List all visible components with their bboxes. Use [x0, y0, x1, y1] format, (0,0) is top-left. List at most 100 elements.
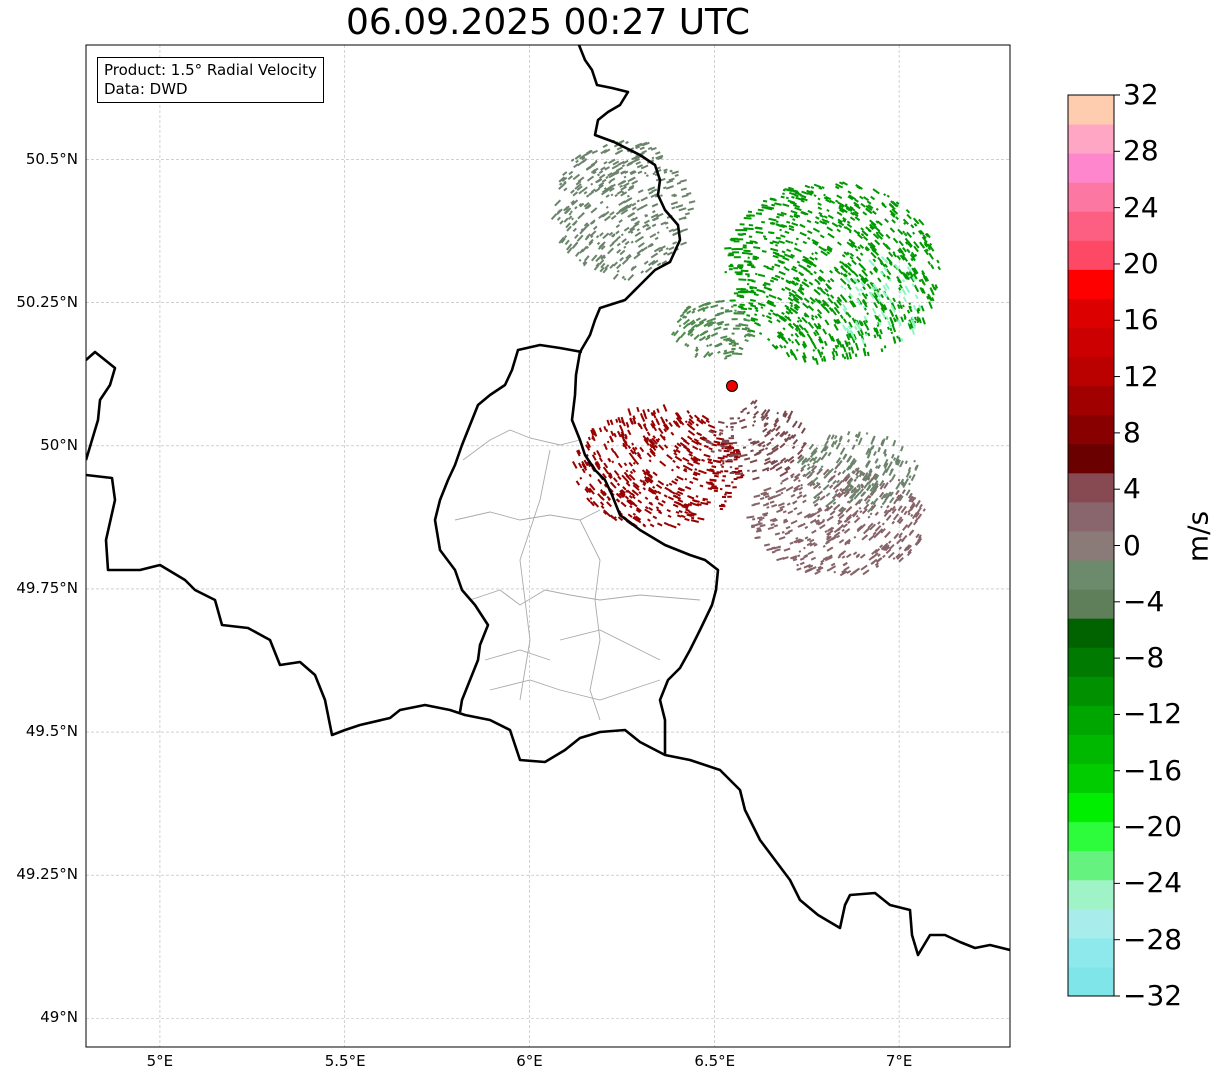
colorbar-segment: [1068, 850, 1114, 881]
echo-cell: [800, 197, 808, 202]
echo-cell: [743, 318, 751, 322]
echo-cell: [747, 290, 757, 294]
echo-cell: [596, 449, 600, 454]
echo-cell: [776, 215, 780, 219]
echo-cell: [754, 226, 763, 230]
echo-cell: [860, 277, 867, 285]
echo-cell: [734, 309, 737, 312]
echo-cell: [740, 474, 745, 477]
echo-cell: [578, 202, 583, 207]
echo-cell: [896, 516, 903, 523]
echo-cell: [794, 338, 801, 346]
echo-cell: [865, 325, 870, 331]
echo-cell: [871, 435, 876, 442]
echo-cell: [911, 327, 916, 335]
echo-cell: [752, 415, 757, 419]
echo-cell: [650, 489, 657, 495]
echo-cell: [903, 221, 907, 225]
echo-cell: [695, 352, 699, 356]
echo-cell: [556, 216, 561, 221]
colorbar-segment: [1068, 211, 1114, 241]
echo-cell: [652, 210, 656, 214]
echo-cell: [877, 464, 882, 470]
echo-cell: [770, 522, 775, 527]
echo-cell: [907, 322, 912, 330]
echo-cell: [784, 430, 789, 436]
echo-cell: [654, 236, 659, 241]
echo-cell: [692, 460, 701, 466]
echo-cell: [686, 310, 692, 315]
echo-cell: [640, 270, 645, 274]
colorbar-segment: [1068, 589, 1114, 619]
echo-cell: [876, 220, 883, 227]
echo-cell: [894, 455, 900, 464]
echo-cell: [806, 333, 813, 341]
echo-cell: [797, 479, 801, 483]
echo-cell: [576, 185, 583, 191]
echo-cell: [590, 234, 594, 239]
echo-cell: [614, 193, 618, 198]
echo-cell: [796, 567, 802, 571]
echo-cell: [865, 447, 871, 456]
colorbar-tick-label: 24: [1123, 190, 1159, 224]
echo-cell: [570, 158, 575, 162]
echo-cell: [879, 544, 884, 549]
echo-cell: [647, 518, 651, 522]
echo-cell: [891, 508, 897, 515]
echo-cell: [794, 473, 801, 479]
echo-cell: [723, 349, 728, 353]
echo-cell: [676, 317, 683, 324]
echo-cell: [861, 508, 868, 515]
echo-cell: [636, 164, 643, 169]
echo-cell: [714, 474, 719, 478]
echo-cell: [766, 441, 772, 446]
echo-cell: [738, 464, 743, 468]
echo-cell: [910, 316, 914, 320]
echo-cell: [807, 230, 813, 235]
echo-cell: [793, 484, 801, 491]
echo-cell: [625, 253, 632, 260]
echo-cell: [847, 195, 854, 201]
echo-cell: [806, 542, 813, 547]
echo-cell: [830, 434, 835, 440]
echo-cell: [839, 507, 846, 513]
echo-cell: [878, 321, 882, 326]
echo-cell: [586, 461, 592, 468]
echo-cell: [849, 252, 855, 258]
echo-cell: [779, 472, 786, 477]
echo-cell: [812, 348, 816, 352]
echo-cell: [854, 342, 860, 351]
echo-cell: [834, 344, 838, 350]
echo-cell: [687, 207, 694, 212]
echo-cell: [867, 477, 871, 481]
echo-cell: [867, 506, 873, 513]
echo-cell: [861, 534, 869, 541]
echo-cell: [588, 487, 595, 495]
lat-tick-label: 49.75°N: [16, 578, 78, 597]
echo-cell: [667, 514, 672, 518]
echo-cell: [589, 496, 593, 501]
echo-cell: [892, 439, 897, 447]
echo-cell: [612, 273, 619, 280]
product-info-box: Product: 1.5° Radial Velocity Data: DWD: [97, 57, 324, 103]
echo-cell: [788, 434, 794, 441]
echo-cell: [817, 565, 822, 570]
echo-cell: [602, 232, 610, 240]
echo-cell: [777, 224, 786, 229]
echo-cell: [709, 429, 717, 434]
echo-cell: [680, 228, 688, 233]
echo-cell: [927, 260, 931, 266]
echo-cell: [683, 467, 688, 471]
echo-cell: [857, 324, 862, 331]
echo-cell: [795, 537, 799, 540]
echo-cell: [921, 270, 926, 275]
echo-cell: [771, 343, 778, 350]
echo-cell: [841, 475, 849, 483]
echo-cell: [577, 159, 585, 167]
echo-cell: [600, 245, 606, 251]
echo-cell: [633, 450, 638, 455]
colorbar-segment: [1068, 95, 1114, 125]
echo-cell: [829, 269, 834, 274]
echo-cell: [798, 550, 802, 553]
echo-cell: [688, 467, 693, 472]
